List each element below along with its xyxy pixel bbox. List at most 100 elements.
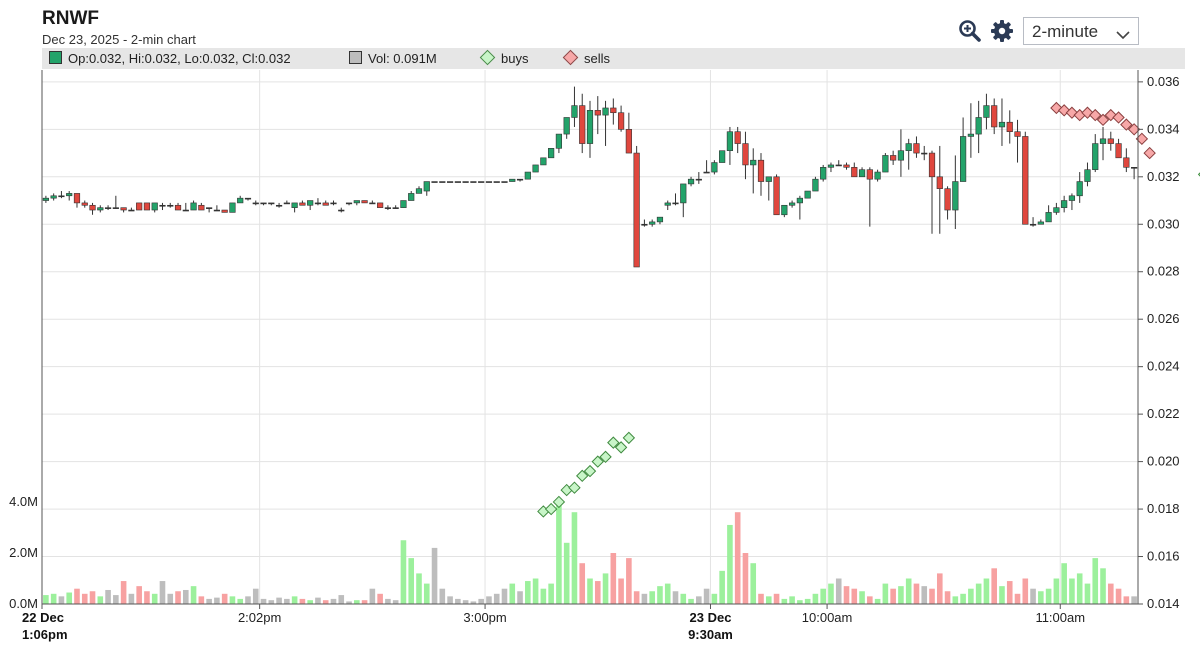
time-tick-label: 10:00am [802,610,853,625]
volume-bar [789,596,795,604]
zoom-in-icon[interactable] [957,18,983,44]
candle-body [221,209,228,213]
candle-body [229,202,236,213]
volume-bar [626,558,632,604]
volume-bar [299,598,306,604]
candle-body [524,171,531,180]
candle-body [73,193,81,204]
legend-volume-text: Vol: 0.091M [368,51,437,66]
volume-bar [874,598,881,604]
candle-body [369,202,376,205]
candle-body [136,202,143,211]
legend-sells: sells [562,49,610,66]
volume-bar [206,598,212,604]
buy-marker [622,431,636,445]
candle-body [143,202,151,211]
candle-body [765,176,772,182]
volume-bar [540,588,547,604]
candle-body [594,110,601,116]
volume-bar [750,563,757,604]
volume-bar [50,593,57,604]
volume-bar [618,578,624,604]
buy-marker [591,455,604,468]
candle-body [843,164,850,168]
candle-body [711,162,718,173]
volume-bar [361,600,368,604]
volume-bar [999,586,1005,604]
volume-bar [563,542,570,604]
volume-bar [159,581,166,604]
time-tick-label: 22 Dec [22,610,64,625]
volume-bar [633,591,640,604]
volume-bar [1022,578,1029,604]
volume-bar [470,601,477,604]
candle-body [182,209,189,212]
candle-body [470,181,477,183]
candle-body [579,105,586,144]
candle-body [812,178,819,192]
volume-bar [268,600,275,604]
candle-body [314,202,322,205]
candle-body [260,202,267,205]
interval-select[interactable]: 2-minute [1023,17,1139,45]
candle-body [913,143,920,154]
candle-body [1076,181,1083,197]
volume-bar [734,512,741,604]
candle-body [307,200,314,206]
volume-bar [890,588,896,604]
volume-bar [664,583,671,604]
buy-marker [576,469,589,483]
volume-bar [151,593,158,604]
volume-bar [828,583,834,604]
sell-marker [1143,146,1156,160]
volume-bar [843,586,850,604]
volume-bar [851,588,858,604]
volume-bar [229,596,236,604]
volume-bar [610,553,617,604]
volume-bar [183,589,189,604]
price-tick-label: 0.024 [1147,359,1180,374]
trade-markers [537,101,1200,518]
candle-body [454,181,461,183]
volume-bar [509,583,516,604]
sell-marker [1089,108,1102,122]
candle-body [703,171,710,174]
volume-bar [859,591,865,604]
volume-bar [719,570,725,604]
volume-bar [346,601,352,604]
volume-bar [252,588,259,604]
volume-bar [696,596,702,604]
volume-bar [1061,563,1067,604]
volume-bar [330,598,337,604]
buy-marker [599,450,612,464]
candle-body [680,183,687,204]
volume-bar [167,593,174,604]
candle-body [275,204,283,207]
candle-body [509,178,516,182]
time-tick-label: 23 Dec [690,610,732,625]
candle-body [1045,212,1052,223]
time-tick-label: 1:06pm [22,627,68,642]
candle-body [1099,138,1107,144]
candle-body [563,117,570,135]
volume-bar [408,558,415,604]
volume-bar [97,596,104,604]
gear-icon[interactable] [989,18,1015,44]
candle-body [345,202,353,205]
volume-bar [1045,588,1052,604]
volume-bar [431,547,438,604]
volume-bar [58,596,65,604]
volume-bar [128,593,135,604]
volume-bar [688,598,694,604]
volume-bar [812,593,819,604]
volume-bar [525,581,531,604]
legend-bar: Op:0.032, Hi:0.032, Lo:0.032, Cl:0.032 V… [42,48,1185,69]
chart-subtitle: Dec 23, 2025 - 2-min chart [42,32,196,47]
volume-bar [221,593,228,604]
price-tick-label: 0.016 [1147,549,1180,564]
volume-bar [190,586,197,604]
candle-body [1107,138,1114,144]
price-tick-label: 0.030 [1147,216,1180,231]
candle-body [1006,121,1013,133]
